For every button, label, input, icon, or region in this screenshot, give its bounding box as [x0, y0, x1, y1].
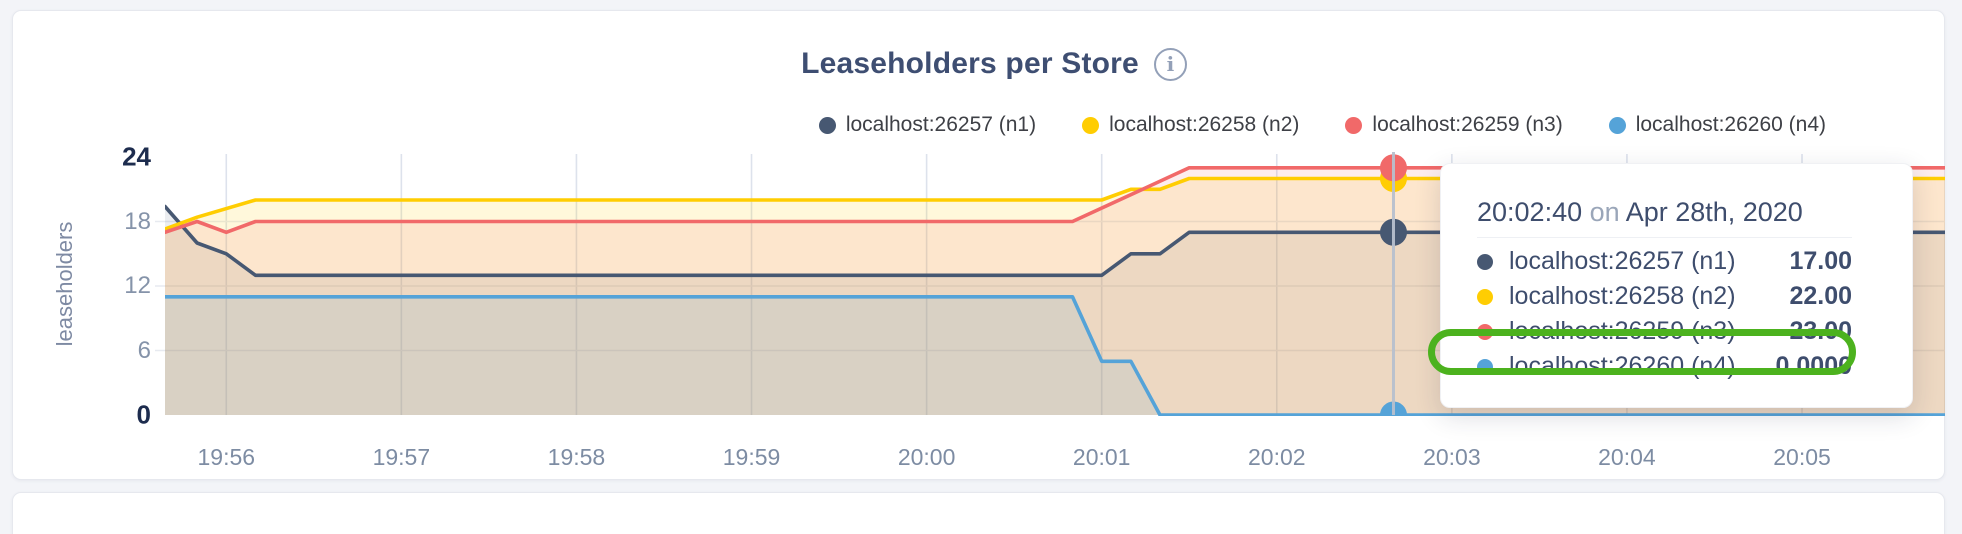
tooltip-row: localhost:26260 (n4) 0.0000 [1477, 349, 1852, 384]
tooltip-time: 20:02:40 [1477, 197, 1583, 227]
chart-title: Leaseholders per Store [801, 47, 1139, 80]
series-line [165, 295, 1945, 416]
x-tick-label: 20:02 [1247, 444, 1306, 470]
tooltip-series-value: 22.00 [1789, 282, 1852, 310]
x-tick-label: 20:05 [1773, 444, 1831, 470]
tooltip-row: localhost:26258 (n2) 22.00 [1477, 279, 1852, 314]
legend-dot [1082, 116, 1100, 134]
legend-item-label: localhost:26260 (n4) [1635, 113, 1826, 136]
chart-card: Leaseholders per Store i localhost:26257… [12, 10, 1945, 480]
legend-item-label: localhost:26257 (n1) [845, 113, 1037, 136]
x-tick-label: 20:03 [1423, 444, 1481, 470]
series-dot-n1 [1477, 253, 1493, 270]
x-tick-label: 19:58 [547, 444, 606, 470]
x-tick-label: 20:00 [897, 444, 956, 470]
tooltip-series-label: localhost:26258 (n2) [1509, 282, 1736, 310]
x-tick-label: 20:01 [1072, 444, 1131, 470]
next-chart-card [12, 492, 1945, 534]
tooltip-series-value: 17.00 [1789, 247, 1852, 275]
tooltip-date: Apr 28th, 2020 [1625, 197, 1803, 227]
tooltip-series-label: localhost:26259 (n3) [1509, 317, 1736, 345]
tooltip-header: 20:02:40 on Apr 28th, 2020 [1477, 196, 1852, 238]
x-tick-label: 20:04 [1598, 444, 1656, 470]
tooltip-on-word: on [1589, 197, 1620, 227]
tooltip-series-label: localhost:26257 (n1) [1509, 247, 1736, 275]
y-axis-title: leaseholders [52, 221, 77, 347]
tooltip-series-value: 23.00 [1789, 317, 1852, 345]
x-tick-label: 19:57 [372, 444, 431, 470]
series-area [165, 296, 1945, 415]
legend-dot [818, 116, 836, 134]
legend-item-label: localhost:26258 (n2) [1109, 113, 1300, 136]
chart-legend: localhost:26257 (n1) localhost:26258 (n2)… [818, 110, 1826, 140]
series-dot-n2 [1477, 288, 1493, 305]
legend-dot [1345, 116, 1363, 134]
tooltip-row: localhost:26259 (n3) 23.00 [1477, 314, 1852, 349]
x-axis-ticks: 19:56 19:57 19:58 19:59 20:00 20:01 20:02 20:03… [165, 441, 1945, 471]
info-icon[interactable]: i [1153, 47, 1187, 81]
series-dot-n4 [1477, 358, 1493, 375]
y-tick-label: 24 [122, 141, 151, 172]
legend-dot [1608, 116, 1626, 134]
tooltip-row: localhost:26257 (n1) 17.00 [1477, 244, 1852, 279]
series-line [165, 204, 1945, 278]
series-line [165, 176, 1945, 231]
legend-item-label: localhost:26259 (n3) [1372, 113, 1563, 136]
x-tick-label: 19:59 [722, 444, 781, 470]
y-tick-label: 18 [124, 207, 151, 235]
legend-item[interactable]: localhost:26258 (n2) [1082, 113, 1299, 137]
legend-item[interactable]: localhost:26260 (n4) [1608, 113, 1826, 137]
tooltip-series-label: localhost:26260 (n4) [1509, 352, 1736, 380]
series-dot-n3 [1477, 323, 1493, 340]
chart-header: Leaseholders per Store i [13, 47, 1962, 81]
hover-tooltip: 20:02:40 on Apr 28th, 2020 localhost:262… [1440, 163, 1913, 408]
series-line [165, 166, 1945, 235]
y-tick-label: 12 [124, 272, 151, 299]
y-tick-label: 0 [136, 399, 151, 430]
x-tick-label: 19:56 [197, 444, 256, 470]
legend-item[interactable]: localhost:26257 (n1) [818, 113, 1037, 137]
y-tick-label: 6 [137, 336, 151, 364]
tooltip-series-value: 0.0000 [1775, 352, 1852, 380]
legend-item[interactable]: localhost:26259 (n3) [1345, 113, 1563, 137]
